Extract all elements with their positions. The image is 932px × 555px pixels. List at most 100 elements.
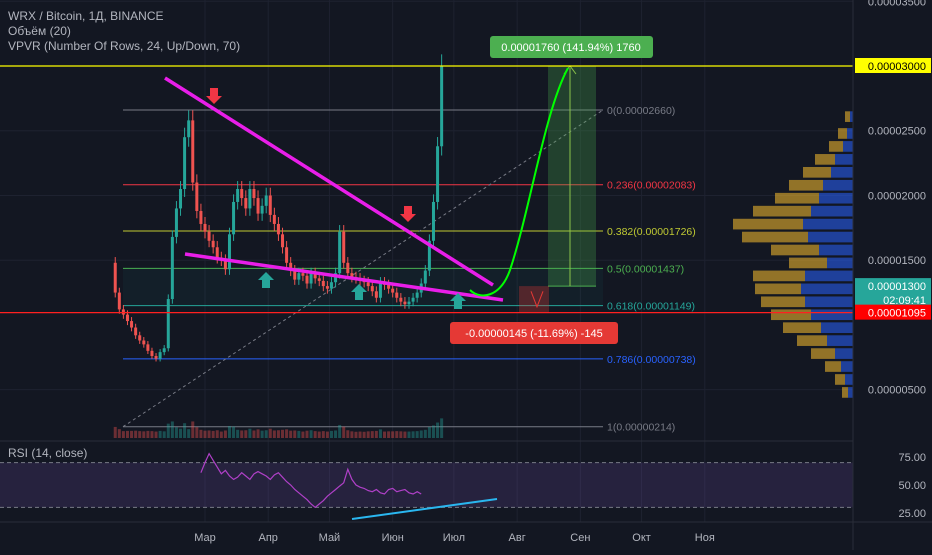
time-tick-label: Ноя	[695, 532, 715, 544]
candle-body	[170, 236, 174, 300]
volume-bar	[236, 429, 240, 438]
price-axis-bg	[853, 0, 932, 550]
candle-body	[187, 120, 191, 138]
volume-bar	[423, 429, 427, 438]
price-tick-label: 0.00003500	[868, 0, 926, 8]
volume-bar	[366, 431, 370, 438]
candle-body	[297, 273, 301, 280]
vpvr-bar-down	[803, 166, 831, 178]
time-tick-label: Сен	[570, 532, 590, 544]
volume-bar	[162, 431, 166, 438]
candle-body	[407, 301, 411, 305]
volume-bar	[272, 430, 276, 438]
candle-body	[256, 198, 260, 214]
candle-body	[154, 356, 158, 359]
price-badge	[855, 292, 931, 308]
vpvr-bar-up	[845, 374, 853, 385]
vpvr-bar-up	[847, 128, 853, 139]
time-tick-label: Окт	[632, 532, 651, 544]
target-zone	[548, 66, 596, 287]
volume-bar	[203, 430, 207, 438]
volume-bar	[276, 430, 280, 438]
volume-profile	[733, 111, 853, 398]
vpvr-bar-up	[841, 361, 853, 372]
candle-body	[211, 240, 215, 248]
volume-bar	[191, 421, 195, 438]
volume-bar	[125, 430, 129, 438]
volume-bar	[227, 426, 231, 438]
volume-bar	[219, 431, 223, 438]
vpvr-bar-down	[838, 128, 847, 139]
candle-body	[191, 120, 195, 183]
fib-level-label: 0(0.00002660)	[607, 105, 675, 117]
vpvr-indicator-label[interactable]: VPVR (Number Of Rows, 24, Up/Down, 70)	[8, 39, 241, 53]
candle-body	[134, 327, 138, 336]
vpvr-bar-up	[808, 231, 853, 243]
candle-body	[248, 189, 252, 209]
position-boxes[interactable]: 0.00001760 (141.94%) 1760 -0.00000145 (-1…	[450, 36, 653, 344]
volume-indicator-label[interactable]: Объём (20)	[8, 24, 71, 38]
candle-body	[227, 234, 231, 270]
volume-bar	[399, 431, 403, 438]
volume-bar	[146, 430, 150, 438]
fib-level-label: 0.236(0.00002083)	[607, 180, 696, 192]
candle-body	[158, 352, 162, 359]
vpvr-bar-down	[753, 270, 805, 282]
volume-bar	[166, 423, 170, 438]
candle-body	[268, 195, 272, 215]
vpvr-bar-down	[755, 283, 801, 295]
volume-bar	[378, 429, 382, 438]
sell-arrow-icon	[206, 88, 222, 104]
vpvr-bar-up	[835, 348, 853, 359]
volume-bar	[387, 431, 391, 438]
symbol-title[interactable]: WRX / Bitcoin, 1Д, BINANCE	[8, 9, 164, 23]
volume-bar	[354, 431, 358, 438]
volume-bar	[248, 428, 252, 438]
volume-bar	[317, 431, 321, 438]
vpvr-bar-up	[801, 283, 853, 295]
vpvr-bar-down	[775, 192, 819, 204]
volume-bar	[395, 431, 399, 438]
candle-body	[374, 291, 378, 298]
vpvr-bar-up	[831, 166, 853, 178]
volume-bar	[174, 427, 178, 438]
candle-body	[166, 299, 170, 349]
projection-curve	[469, 67, 569, 297]
candle-body	[415, 292, 419, 298]
vpvr-bar-down	[783, 322, 821, 334]
vpvr-bar-up	[823, 179, 853, 191]
vpvr-bar-up	[811, 205, 853, 217]
volume-bar	[391, 431, 395, 438]
volume-bar	[260, 430, 264, 438]
volume-bar	[244, 430, 248, 438]
candle-body	[313, 273, 317, 279]
candle-body	[411, 297, 415, 302]
volume-bar	[117, 429, 121, 438]
volume-bar	[252, 430, 256, 438]
price-badge-label: 02:09:41	[883, 295, 926, 307]
vpvr-bar-up	[821, 322, 853, 334]
vpvr-bar-up	[843, 141, 853, 152]
candle-body	[329, 282, 333, 289]
volume-bar	[113, 426, 117, 438]
sell-arrow-icon	[400, 206, 416, 222]
vpvr-bar-down	[742, 231, 808, 243]
volume-bar	[358, 431, 362, 438]
volume-bar	[346, 430, 350, 438]
rsi-tick-label: 25.00	[898, 508, 926, 520]
fib-retracement[interactable]: 0(0.00002660) 0.236(0.00002083) 0.382(0.00…	[122, 105, 696, 434]
target-label-box	[490, 36, 653, 58]
candle-body	[199, 211, 203, 224]
fib-level-label: 1(0.00000214)	[607, 422, 675, 434]
buy-arrow-icon	[351, 284, 367, 300]
price-tick-label: 0.00002500	[868, 126, 926, 138]
vpvr-bar-down	[789, 257, 827, 269]
price-tick-label: 0.00001500	[868, 255, 926, 267]
volume-bar	[334, 430, 338, 438]
rsi-indicator-label[interactable]: RSI (14, close)	[8, 446, 88, 460]
drawings[interactable]	[0, 65, 853, 314]
upper-trendline	[164, 76, 494, 287]
volume-bar	[183, 423, 187, 438]
candle-body	[150, 350, 154, 357]
